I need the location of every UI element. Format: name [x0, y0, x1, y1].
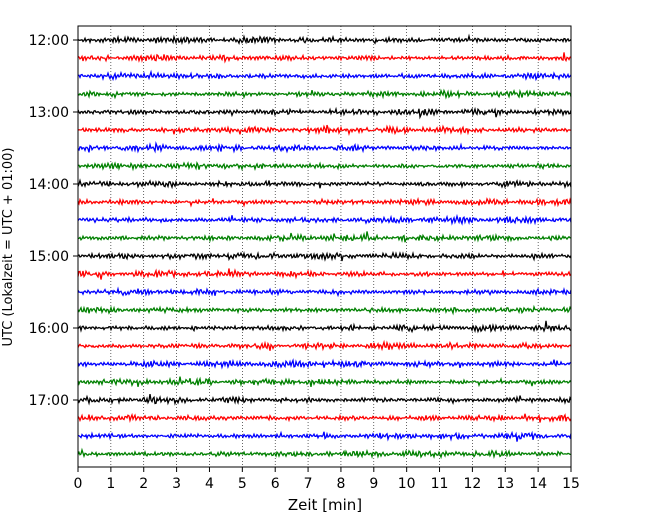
trace-6: [77, 141, 572, 154]
y-tick-label-5: 17:00: [29, 393, 69, 409]
trace-13: [77, 268, 572, 280]
x-tick-label-11: 11: [431, 476, 449, 492]
trace-16: [77, 320, 572, 334]
x-tick-label-15: 15: [562, 476, 580, 492]
trace-9: [77, 196, 572, 208]
x-tick-label-0: 0: [74, 476, 83, 492]
x-tick-label-4: 4: [205, 476, 214, 492]
trace-18: [77, 358, 572, 370]
x-tick-label-5: 5: [238, 476, 247, 492]
x-tick-label-2: 2: [139, 476, 148, 492]
y-tick-label-4: 16:00: [29, 321, 69, 337]
x-tick-label-6: 6: [271, 476, 280, 492]
y-axis-label: UTC (Lokalzeit = UTC + 01:00): [1, 148, 16, 347]
plot-background: [78, 26, 571, 467]
y-tick-label-1: 13:00: [29, 105, 69, 121]
trace-22: [77, 430, 572, 442]
x-axis-label: Zeit [min]: [288, 496, 362, 514]
x-tick-label-13: 13: [496, 476, 514, 492]
x-tick-label-14: 14: [529, 476, 547, 492]
trace-19: [77, 376, 572, 388]
x-tick-label-12: 12: [463, 476, 481, 492]
x-tick-label-1: 1: [106, 476, 115, 492]
trace-0: [77, 33, 572, 46]
plot-frame: [77, 25, 572, 468]
trace-20: [77, 393, 572, 406]
y-tick-label-3: 15:00: [29, 249, 69, 265]
y-axis: 12:00 13:00 14:00 15:00 16:00 17:00: [29, 33, 78, 409]
trace-5: [77, 124, 572, 137]
trace-7: [77, 161, 572, 172]
trace-15: [77, 304, 572, 316]
trace-14: [77, 286, 572, 298]
trace-12: [77, 250, 572, 262]
trace-3: [77, 88, 572, 100]
trace-23: [77, 447, 572, 460]
trace-17: [77, 339, 572, 352]
traces: [77, 33, 572, 460]
trace-1: [77, 52, 572, 64]
x-tick-label-7: 7: [304, 476, 313, 492]
x-tick-label-9: 9: [369, 476, 378, 492]
x-axis: 0 1 2 3 4 5 6 7 8 9 10 11 12 13 14 15: [74, 467, 580, 492]
y-tick-label-2: 14:00: [29, 177, 69, 193]
trace-21: [77, 412, 572, 424]
trace-2: [77, 69, 572, 82]
x-tick-label-3: 3: [172, 476, 181, 492]
x-tick-label-10: 10: [398, 476, 416, 492]
trace-4: [77, 106, 572, 120]
x-tick-label-8: 8: [336, 476, 345, 492]
trace-8: [77, 178, 572, 190]
y-tick-label-0: 12:00: [29, 33, 69, 49]
trace-11: [77, 231, 572, 243]
trace-10: [77, 213, 572, 226]
